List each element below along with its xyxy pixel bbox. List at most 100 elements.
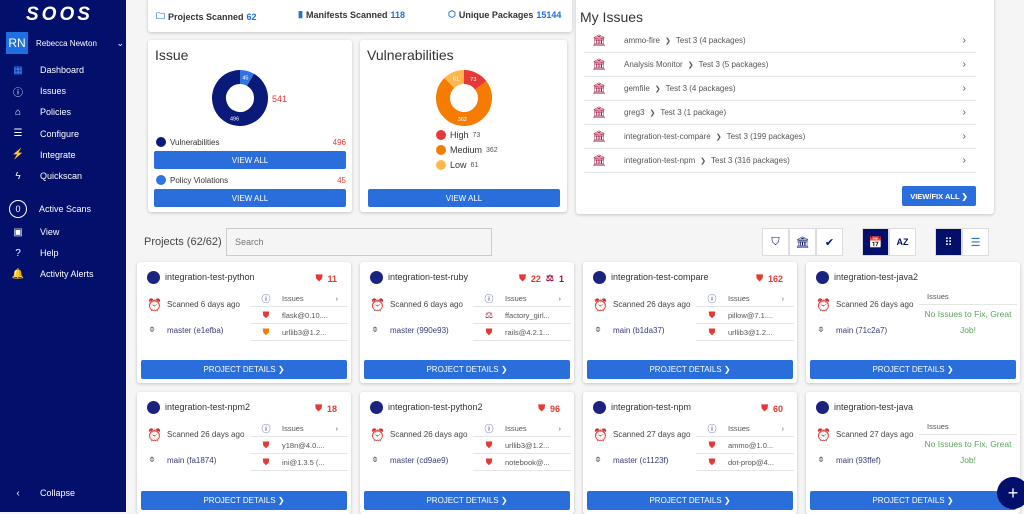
issue-package-row[interactable]: ⛊ urllib3@1.2... <box>473 438 571 454</box>
project-details-button[interactable]: PROJECT DETAILS ❯ <box>587 360 793 379</box>
issue-package-row[interactable]: ⛊ notebook@... <box>473 455 571 471</box>
filter-vulnerabilities-button[interactable]: ⛉ <box>762 228 789 256</box>
github-icon <box>816 401 829 414</box>
my-issue-row[interactable]: 🏛 gemfile ❯ Test 3 (4 packages) › <box>584 77 976 101</box>
issues-header: Issues <box>919 419 1017 435</box>
vulnerabilities-card: Vulnerabilities 73 362 61 VIEW ALL High 73 M… <box>360 40 567 212</box>
view-all-vulns-button[interactable]: VIEW ALL <box>368 189 560 207</box>
sidebar-item-dashboard[interactable]: ▦ Dashboard <box>0 61 126 79</box>
policy-slice[interactable] <box>239 70 254 87</box>
issue-package-row[interactable]: ⛊ urllib3@1.2... <box>250 325 348 341</box>
issue-package-row[interactable]: ⛊ ammo@1.0... <box>696 438 794 454</box>
project-details-button[interactable]: PROJECT DETAILS ❯ <box>364 360 570 379</box>
issues-link[interactable]: ⓘ Issues › <box>250 421 348 437</box>
high-slice[interactable] <box>463 70 487 90</box>
package-name: rails@4.2.1... <box>505 328 550 337</box>
project-name[interactable]: integration-test-npm2 <box>165 402 251 412</box>
project-card: integration-test-python ⛊ 11 ⏰ Scanned 6 … <box>137 262 351 383</box>
project-details-button[interactable]: PROJECT DETAILS ❯ <box>587 491 793 510</box>
my-issue-row[interactable]: 🏛 Analysis Monitor ❯ Test 3 (5 packages) › <box>584 53 976 77</box>
project-details-button[interactable]: PROJECT DETAILS ❯ <box>810 491 1016 510</box>
sidebar-collapse[interactable]: ‹ Collapse <box>0 484 126 502</box>
filter-resolved-button[interactable]: ✔ <box>816 228 843 256</box>
sidebar-item-label: Active Scans <box>39 204 92 214</box>
project-details-button[interactable]: PROJECT DETAILS ❯ <box>810 360 1016 379</box>
project-details-button[interactable]: PROJECT DETAILS ❯ <box>141 360 347 379</box>
legend-value: 45 <box>337 175 346 185</box>
user-menu[interactable]: RN Rebecca Newton ⌄ <box>6 32 124 54</box>
issues-link[interactable]: ⓘ Issues › <box>696 421 794 437</box>
issues-link[interactable]: ⓘ Issues › <box>473 421 571 437</box>
issue-package-row[interactable]: ⛊ pillow@7.1.... <box>696 308 794 324</box>
sidebar-item-policies[interactable]: ⌂ Policies <box>0 103 126 121</box>
shield-high-icon: ⛊ <box>262 457 270 467</box>
my-issue-row[interactable]: 🏛 integration-test-compare ❯ Test 3 (199 pa… <box>584 125 976 149</box>
view-all-vulnerabilities-button[interactable]: VIEW ALL <box>154 151 346 169</box>
scanned-time: Scanned 26 days ago <box>836 300 914 309</box>
issue-package-row[interactable]: ⛊ rails@4.2.1... <box>473 325 571 341</box>
chevron-right-icon: › <box>558 294 562 303</box>
github-icon <box>147 401 160 414</box>
sidebar-item-activity-alerts[interactable]: 🔔 Activity Alerts <box>0 265 126 283</box>
soos-logo[interactable]: SOOS <box>26 4 93 25</box>
legend-high: High 73 <box>436 130 480 140</box>
project-name[interactable]: integration-test-npm <box>611 402 692 412</box>
shield-medium-icon: ⛊ <box>262 327 270 337</box>
sidebar-item-integrate[interactable]: ⚡ Integrate <box>0 146 126 164</box>
my-issue-row[interactable]: 🏛 integration-test-npm ❯ Test 3 (316 packag… <box>584 149 976 173</box>
issue-package-row[interactable]: ⛊ flask@0.10.... <box>250 308 348 324</box>
shield-high-icon: ⛊ <box>708 457 716 467</box>
list-view-button[interactable]: ☰ <box>962 228 989 256</box>
sidebar-item-configure[interactable]: ☰ Configure <box>0 125 126 143</box>
issues-link[interactable]: ⓘ Issues › <box>696 291 794 307</box>
issue-package-row[interactable]: ⚖ ffactory_girl... <box>473 308 571 324</box>
project-details-button[interactable]: PROJECT DETAILS ❯ <box>364 491 570 510</box>
alarm-clock-icon: ⏰ <box>147 298 162 312</box>
sliders-icon: ☰ <box>13 128 23 140</box>
chevron-right-icon: › <box>962 59 966 70</box>
project-name[interactable]: integration-test-java <box>834 402 914 412</box>
user-name: Rebecca Newton <box>36 38 97 48</box>
project-name[interactable]: integration-test-java2 <box>834 272 919 282</box>
issues-label: Issues <box>728 424 750 433</box>
view-fix-all-button[interactable]: VIEW/FIX ALL ❯ <box>902 186 976 206</box>
card-title: My Issues <box>580 9 644 25</box>
sort-by-date-button[interactable]: 📅 <box>862 228 889 256</box>
sidebar-item-view[interactable]: ▣ View <box>0 223 126 241</box>
sidebar-item-issues[interactable]: ⓘ Issues <box>0 82 126 100</box>
project-name[interactable]: integration-test-compare <box>611 272 709 282</box>
bolt-icon: ϟ <box>15 170 21 182</box>
my-issue-row[interactable]: 🏛 greg3 ❯ Test 3 (1 package) › <box>584 101 976 125</box>
issue-package-row[interactable]: ⛊ y18n@4.0.... <box>250 438 348 454</box>
bell-icon: 🔔 <box>11 268 25 280</box>
issue-package-row[interactable]: ⛊ dot-prop@4... <box>696 455 794 471</box>
medium-slice[interactable] <box>436 77 492 126</box>
my-issue-row[interactable]: 🏛 ammo-fire ❯ Test 3 (4 packages) › <box>584 29 976 53</box>
vulnerabilities-slice[interactable] <box>212 70 268 126</box>
filter-policies-button[interactable]: 🏛 <box>789 228 816 256</box>
issues-link[interactable]: ⓘ Issues › <box>250 291 348 307</box>
sidebar-item-help[interactable]: ? Help <box>0 244 126 262</box>
view-all-policy-button[interactable]: VIEW ALL <box>154 189 346 207</box>
low-slice[interactable] <box>444 70 465 89</box>
legend-label: Vulnerabilities <box>170 137 220 147</box>
legend-label: Low <box>450 160 467 170</box>
alert-circle-icon: ⓘ <box>707 424 717 434</box>
sidebar-item-active-scans[interactable]: 0 Active Scans <box>0 200 126 218</box>
issues-link[interactable]: ⓘ Issues › <box>473 291 571 307</box>
alert-circle-icon: ⓘ <box>707 294 717 304</box>
project-name[interactable]: integration-test-ruby <box>388 272 469 282</box>
add-project-button[interactable]: + <box>997 477 1024 509</box>
bank-icon: 🏛 <box>592 131 606 143</box>
projects-search-input[interactable] <box>226 228 492 256</box>
grid-view-button[interactable]: ⠿ <box>935 228 962 256</box>
sidebar-item-quickscan[interactable]: ϟ Quickscan <box>0 167 126 185</box>
sidebar-item-label: Configure <box>40 128 80 139</box>
project-name[interactable]: integration-test-python <box>165 272 255 282</box>
issue-package-row[interactable]: ⛊ ini@1.3.5 (... <box>250 455 348 471</box>
project-name[interactable]: integration-test-python2 <box>388 402 483 412</box>
shield-icon: ⛊ <box>761 403 768 413</box>
sort-alphabetical-button[interactable]: AZ <box>889 228 916 256</box>
issue-package-row[interactable]: ⛊ urllib3@1.2... <box>696 325 794 341</box>
project-details-button[interactable]: PROJECT DETAILS ❯ <box>141 491 347 510</box>
